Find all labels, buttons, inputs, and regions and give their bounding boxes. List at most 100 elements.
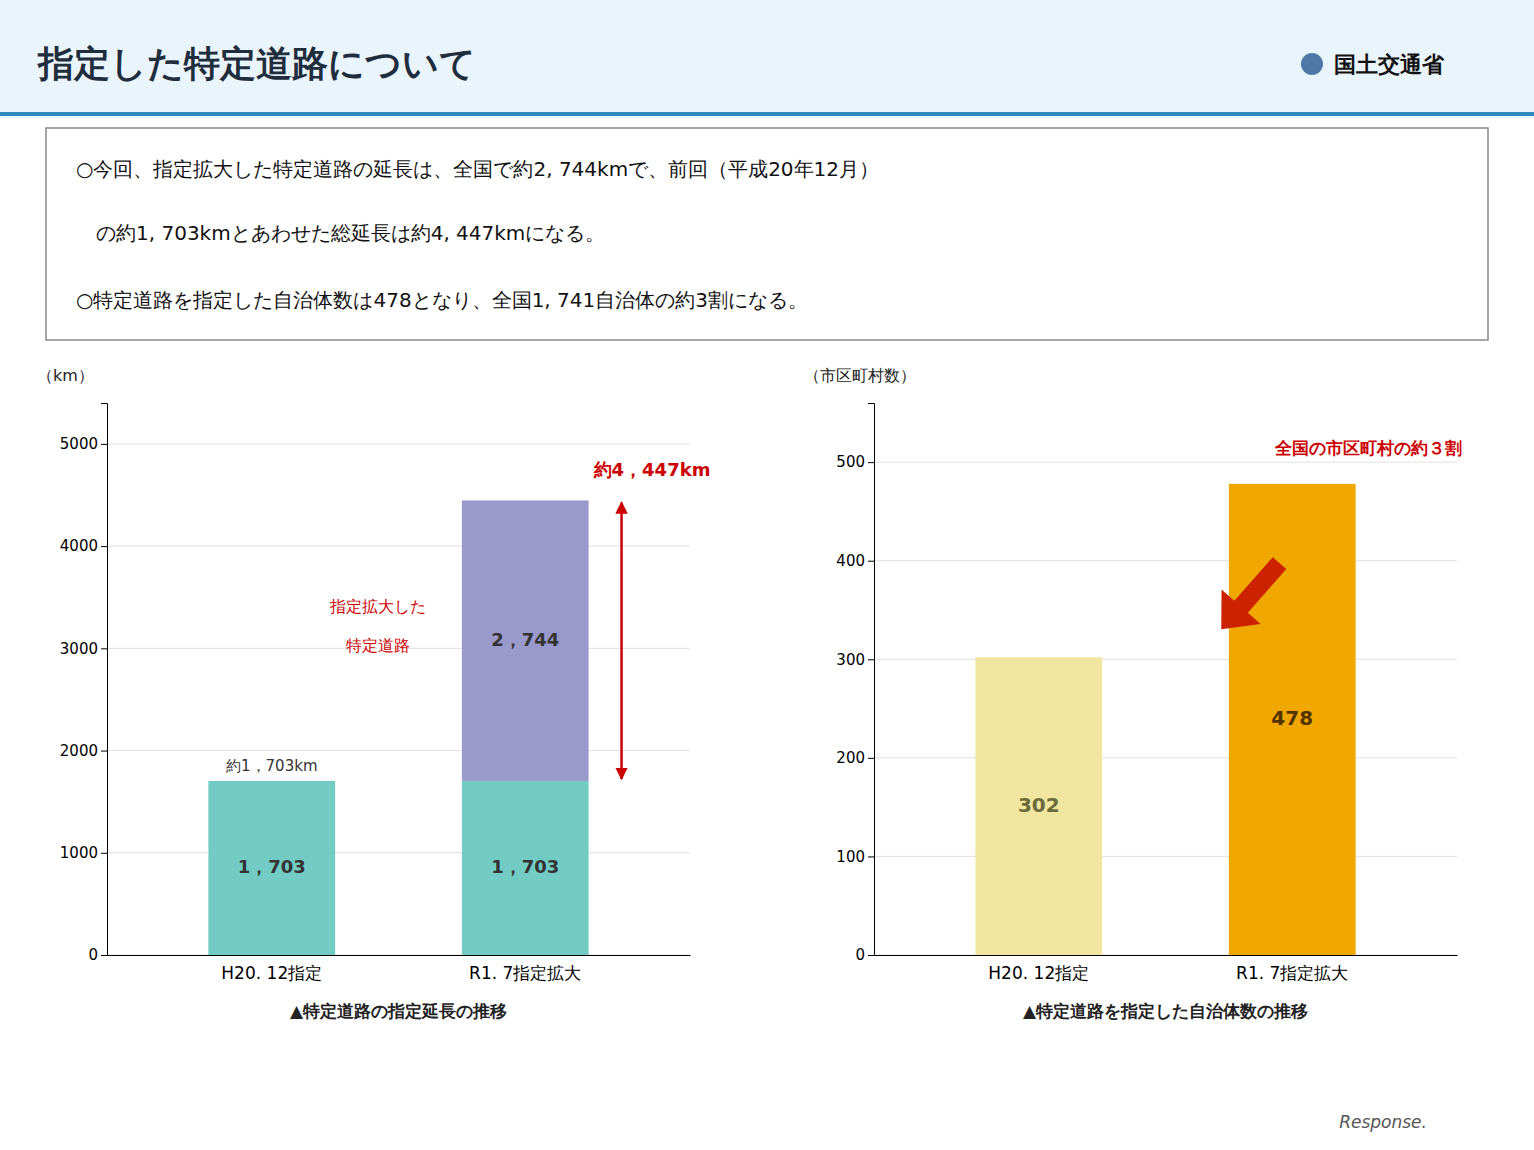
y-tick-label: 1000: [60, 844, 98, 862]
grid-line: [874, 560, 1457, 561]
grid-line: [874, 955, 1457, 956]
logo-icon: [1301, 53, 1323, 75]
title: 指定した特定道路について: [36, 43, 476, 84]
y-tick-mark: [101, 955, 107, 956]
y-tick-label: 3000: [60, 640, 98, 658]
bar: [1229, 484, 1356, 955]
x-tick-label: H20. 12指定: [988, 963, 1089, 983]
y-tick-mark: [101, 444, 107, 445]
data-label: 1，703: [238, 856, 306, 877]
annotation: 全国の市区町村の約３割: [1274, 438, 1462, 458]
y-tick: 0: [88, 946, 107, 964]
y-tick-label: 200: [836, 749, 865, 767]
x-tick-label: H20. 12指定: [221, 963, 322, 983]
x-axis-title: ▲特定道路を指定した自治体数の推移: [1023, 1001, 1308, 1021]
y-tick-mark: [868, 758, 874, 759]
y-tick-mark: [101, 648, 107, 649]
bars: [208, 500, 588, 955]
y-tick-mark: [868, 462, 874, 463]
y-tick-mark: [868, 561, 874, 562]
data-label: 1，703: [491, 856, 559, 877]
y-tick: 3000: [60, 640, 107, 658]
header-rule: [0, 112, 1534, 116]
y-tick: 2000: [60, 742, 107, 760]
x-tick: R1. 7指定拡大: [469, 963, 581, 983]
y-tick-label: 5000: [60, 435, 98, 453]
y-tick: 0: [855, 946, 874, 964]
y-tick: 300: [836, 651, 874, 669]
y-axis-line: [101, 404, 108, 956]
grid-line: [107, 546, 690, 547]
bar: [975, 657, 1102, 955]
y-tick-label: 0: [855, 946, 865, 964]
range-arrow: [620, 502, 623, 778]
y-tick-label: 100: [836, 848, 865, 866]
pointer-arrow: [1221, 557, 1286, 629]
y-tick-label: 0: [88, 946, 98, 964]
y-tick-mark: [101, 546, 107, 547]
x-tick: R1. 7指定拡大: [1236, 963, 1348, 983]
x-axis-title: ▲特定道路の指定延長の推移: [290, 1001, 507, 1021]
x-axis-line: [108, 955, 691, 956]
y-tick: 400: [836, 552, 874, 570]
grid-line: [874, 659, 1457, 660]
grid-line: [107, 955, 690, 956]
y-tick-label: 300: [836, 651, 865, 669]
grid-line: [874, 462, 1457, 463]
body-text: の約1, 703kmとあわせた総延長は約4, 447kmになる。: [76, 221, 605, 245]
footer-logo: Response.: [1339, 1112, 1427, 1132]
x-tick-label: R1. 7指定拡大: [1236, 963, 1348, 983]
data-labels: 302 478: [1018, 706, 1313, 817]
body-text: ○今回、指定拡大した特定道路の延長は、全国で約2, 744kmで、前回（平成20…: [76, 157, 879, 181]
y-axis-title: （km）: [37, 366, 94, 385]
grid: [874, 462, 1457, 955]
bar: [462, 500, 589, 780]
page: 指定した特定道路について 国土交通省 ○今回、指定拡大した特定道路の延長は、全国で約…: [0, 0, 1534, 1150]
bar: [462, 781, 589, 955]
y-tick: 5000: [60, 435, 107, 453]
y-tick-label: 400: [836, 552, 865, 570]
y-axis-title: （市区町村数）: [804, 366, 916, 385]
ministry-logo: 国土交通省: [1334, 52, 1445, 77]
y-tick: 200: [836, 749, 874, 767]
data-label: 2，744: [491, 629, 559, 650]
grid-line: [107, 852, 690, 853]
y-tick: 1000: [60, 844, 107, 862]
grid-line: [874, 856, 1457, 857]
x-tick: H20. 12指定: [988, 963, 1089, 983]
y-tick: 500: [836, 453, 874, 471]
y-axis-line: [868, 404, 875, 956]
y-tick-label: 4000: [60, 537, 98, 555]
y-tick-mark: [868, 856, 874, 857]
bar: [208, 781, 335, 955]
text-box: [46, 128, 1488, 340]
x-axis: H20. 12指定 R1. 7指定拡大: [875, 956, 1458, 984]
bars: [975, 484, 1355, 955]
y-axis: 0 1000 2000 3000 4000 5000: [60, 404, 108, 965]
annotations: 全国の市区町村の約３割: [1221, 438, 1462, 629]
x-tick-label: R1. 7指定拡大: [469, 963, 581, 983]
x-axis: H20. 12指定 R1. 7指定拡大: [108, 956, 691, 984]
annotation: 約4，447km: [593, 459, 711, 480]
data-label: 478: [1271, 706, 1313, 730]
annotation: 約1，703km: [226, 757, 317, 775]
y-tick-mark: [101, 853, 107, 854]
y-axis: 0 100 200 300 400 500: [836, 404, 874, 965]
grid-line: [107, 443, 690, 444]
grid-line: [107, 750, 690, 751]
data-labels: 1，703 1，703 2，744: [238, 629, 560, 877]
x-axis-line: [875, 955, 1458, 956]
annotations: 約1，703km約4，447km指定拡大した特定道路: [226, 459, 710, 778]
y-tick-label: 2000: [60, 742, 98, 760]
y-tick-mark: [868, 659, 874, 660]
header-background: [0, 0, 1534, 118]
chart: 302 478 0 100 200 300 400 500 H20. 12指定 R1. 7指定拡大…: [804, 366, 1462, 1021]
body-text: ○特定道路を指定した自治体数は478となり、全国1, 741自治体の約3割になる…: [76, 288, 808, 312]
annotation: 指定拡大した: [329, 597, 426, 616]
y-tick: 100: [836, 848, 874, 866]
grid-line: [874, 757, 1457, 758]
chart: 1，703 1，703 2，744 0 1000 2000 3000 4000 5000 H20.…: [37, 366, 710, 1021]
y-tick-label: 500: [836, 453, 865, 471]
y-tick-mark: [868, 955, 874, 956]
data-label: 302: [1018, 793, 1060, 817]
